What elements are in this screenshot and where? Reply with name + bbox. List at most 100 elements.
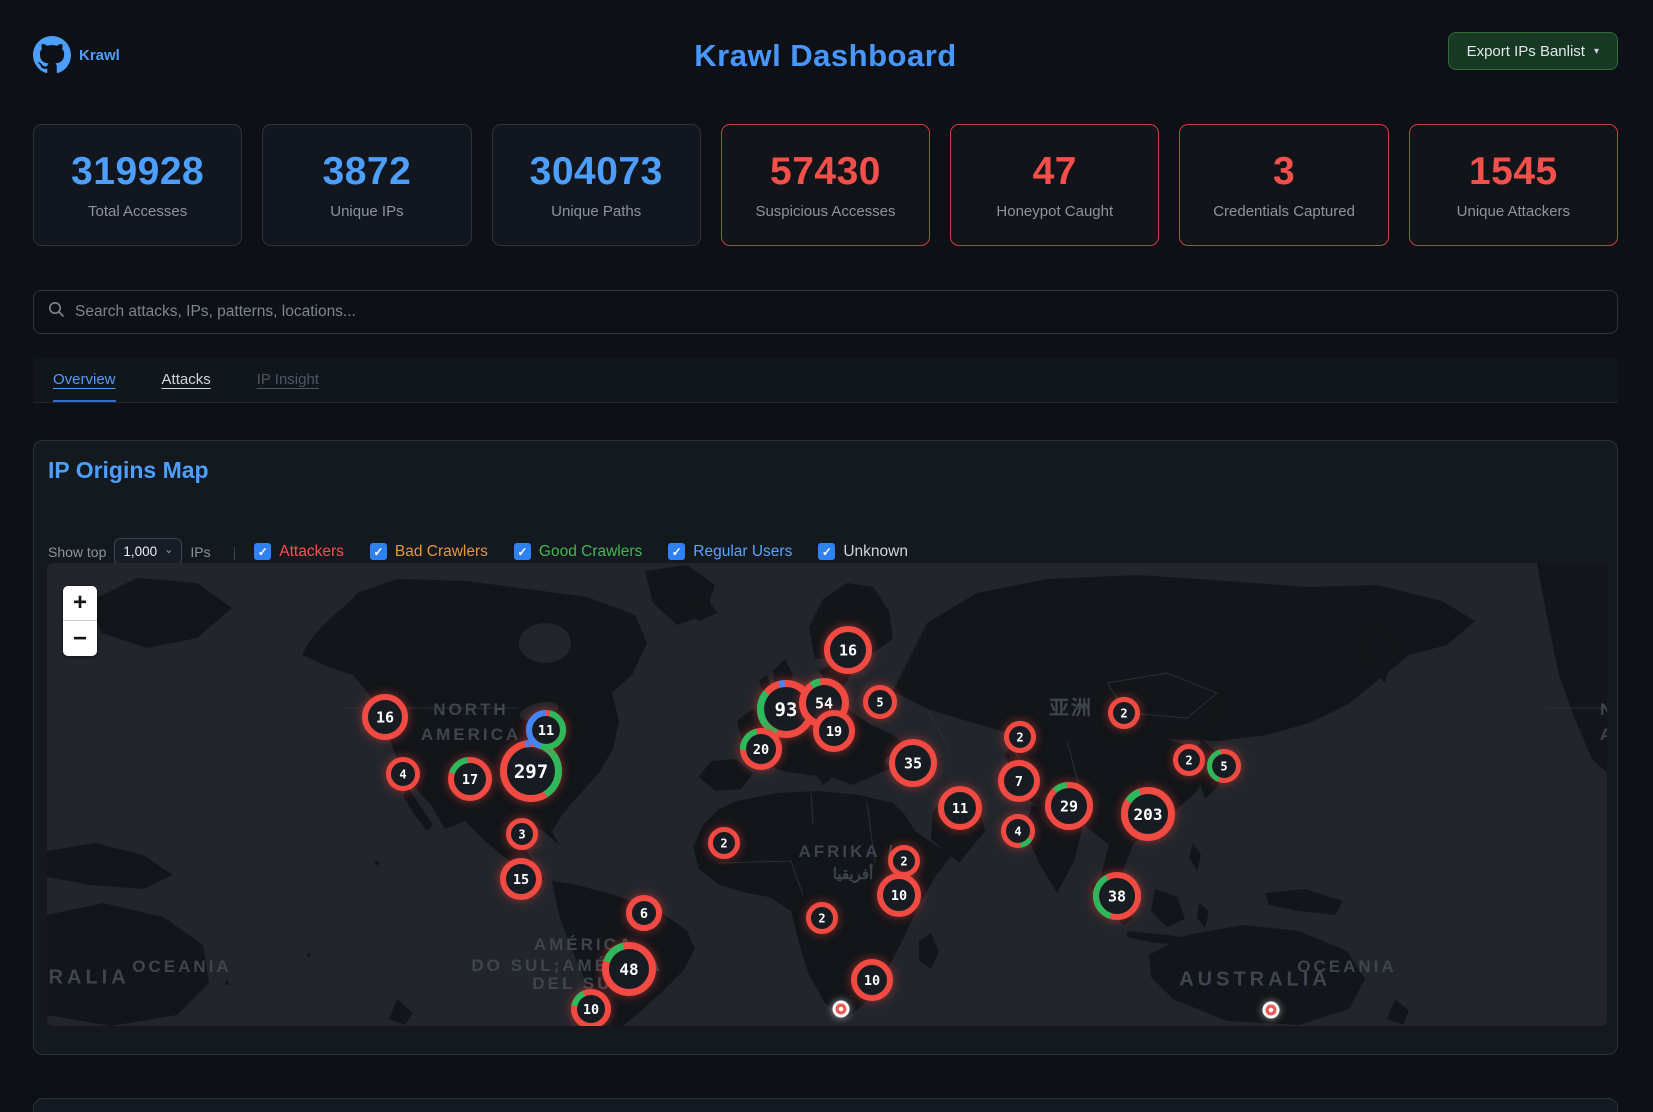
tab-label: Overview [53,370,116,388]
map-cluster-marker[interactable]: 2 [1004,721,1036,758]
map-zoom-control: + − [63,586,97,656]
svg-text:17: 17 [462,772,478,788]
svg-text:7: 7 [1015,774,1023,790]
stat-label: Total Accesses [88,203,188,220]
search-bar [33,290,1618,334]
export-ips-banlist-button[interactable]: Export IPs Banlist ▾ [1447,32,1618,70]
map-cluster-marker[interactable]: 29 [1045,782,1093,835]
map-cluster-marker[interactable]: 11 [526,710,566,755]
map-cluster-marker[interactable]: 3 [506,818,538,855]
checkbox-checked-icon[interactable]: ✓ [668,543,686,560]
svg-text:4: 4 [399,767,406,781]
stat-label: Honeypot Caught [996,203,1114,220]
svg-text:203: 203 [1134,805,1163,824]
header: Krawl Krawl Dashboard Export IPs Banlist… [33,28,1618,84]
search-icon [48,301,65,323]
filter-good-crawlers[interactable]: ✓ Good Crawlers [513,543,642,561]
map-base-layer [47,563,1607,1026]
map-cluster-marker[interactable]: 11 [938,786,982,835]
tab-attacks[interactable]: Attacks [162,358,211,402]
map-cluster-marker[interactable]: 17 [448,757,492,806]
map-cluster-marker[interactable]: 5 [863,685,897,724]
svg-text:6: 6 [640,906,648,922]
checkbox-checked-icon[interactable]: ✓ [513,543,531,560]
map-cluster-marker[interactable]: 35 [889,739,937,792]
map-cluster-marker[interactable]: 10 [571,989,611,1026]
map-cluster-marker[interactable]: 10 [851,959,893,1006]
filter-label: Attackers [279,542,344,560]
divider: | [232,543,237,560]
zoom-in-button[interactable]: + [63,586,97,621]
map-region-label: TRALIA [47,966,130,989]
stat-card-total-accesses: 319928 Total Accesses [33,124,243,246]
map-cluster-marker[interactable]: 203 [1121,787,1175,846]
stat-value: 47 [1032,150,1077,193]
map-cluster-marker[interactable]: 4 [1001,814,1035,853]
map-cluster-marker[interactable]: 297 [500,740,562,807]
map-cluster-marker[interactable]: 4 [386,757,420,796]
map-point-marker[interactable] [832,1000,850,1018]
map-region-label: AFRIKA / [798,842,896,861]
svg-text:29: 29 [1060,797,1078,815]
svg-text:3: 3 [518,827,525,841]
stat-label: Unique Attackers [1456,203,1571,220]
stat-value: 304073 [529,150,663,193]
stat-value: 57430 [770,150,881,193]
tab-label: Attacks [161,370,211,388]
map-cluster-marker[interactable]: 16 [362,694,408,745]
map-cluster-marker[interactable]: 2 [1173,744,1205,781]
map-region-label: 亚洲 [1049,697,1093,720]
map-region-label: NORTH [1600,700,1607,720]
map-cluster-marker[interactable]: 2 [708,827,740,864]
filter-attackers[interactable]: ✓ Attackers [254,543,344,561]
stat-value: 3872 [322,150,412,193]
map-cluster-marker[interactable]: 5 [1207,749,1241,788]
map-cluster-marker[interactable]: 6 [626,895,662,936]
map-cluster-marker[interactable]: 48 [602,942,656,1001]
stat-card-unique-paths: 304073 Unique Paths [491,124,701,246]
filter-label: Bad Crawlers [394,542,488,560]
map-cluster-marker[interactable]: 19 [813,710,855,757]
svg-text:16: 16 [839,641,857,659]
svg-text:11: 11 [952,801,968,817]
filter-label: Regular Users [693,542,793,560]
filter-regular-users[interactable]: ✓ Regular Users [668,543,792,561]
tab-label: IP Insight [256,370,319,388]
chevron-down-icon: ⌄ [164,544,174,556]
map-cluster-marker[interactable]: 10 [877,873,921,922]
map-cluster-marker[interactable]: 2 [1108,697,1140,734]
tab-overview[interactable]: Overview [53,358,116,402]
zoom-out-button[interactable]: − [63,621,97,656]
stat-label: Unique Paths [551,203,642,220]
map-cluster-marker[interactable]: 2 [806,902,838,939]
checkbox-checked-icon[interactable]: ✓ [818,543,836,560]
brand[interactable]: Krawl [33,36,120,74]
ip-origins-map-card: IP Origins Map Show top 1,000 ⌄ IPs | ✓ … [33,440,1618,1055]
show-top-value: 1,000 [123,544,158,559]
map-region-label: AUSTRALIA [1179,968,1331,991]
map-cluster-marker[interactable]: 20 [740,728,782,775]
stat-card-honeypot-caught: 47 Honeypot Caught [950,124,1160,246]
world-map[interactable]: NORTHAMERICANORTHAMERICAAMÉRICADO SUL;AM… [47,563,1607,1026]
checkbox-checked-icon[interactable]: ✓ [254,543,272,560]
search-input[interactable] [75,303,1603,321]
checkbox-checked-icon[interactable]: ✓ [369,543,387,560]
page-title: Krawl Dashboard [694,38,957,73]
map-cluster-marker[interactable]: 7 [998,760,1040,807]
show-top-select[interactable]: 1,000 ⌄ [114,538,183,565]
filter-checkboxes: ✓ Attackers ✓ Bad Crawlers ✓ Good Crawle… [254,543,908,561]
map-point-marker[interactable] [1262,1001,1280,1019]
svg-text:54: 54 [815,694,833,712]
map-cluster-marker[interactable]: 38 [1093,872,1141,925]
map-region-label: AMERICA [420,725,522,744]
map-region-label: DEL SUR [532,974,628,993]
filter-unknown[interactable]: ✓ Unknown [818,543,908,561]
map-cluster-marker[interactable]: 15 [500,858,542,905]
map-cluster-marker[interactable]: 16 [824,626,872,679]
filter-bad-crawlers[interactable]: ✓ Bad Crawlers [369,542,488,561]
tab-ip-insight[interactable]: IP Insight [257,358,319,402]
map-controls: Show top 1,000 ⌄ IPs | ✓ Attackers ✓ Bad… [48,538,908,565]
svg-text:10: 10 [864,973,880,989]
svg-text:2: 2 [1185,753,1192,767]
